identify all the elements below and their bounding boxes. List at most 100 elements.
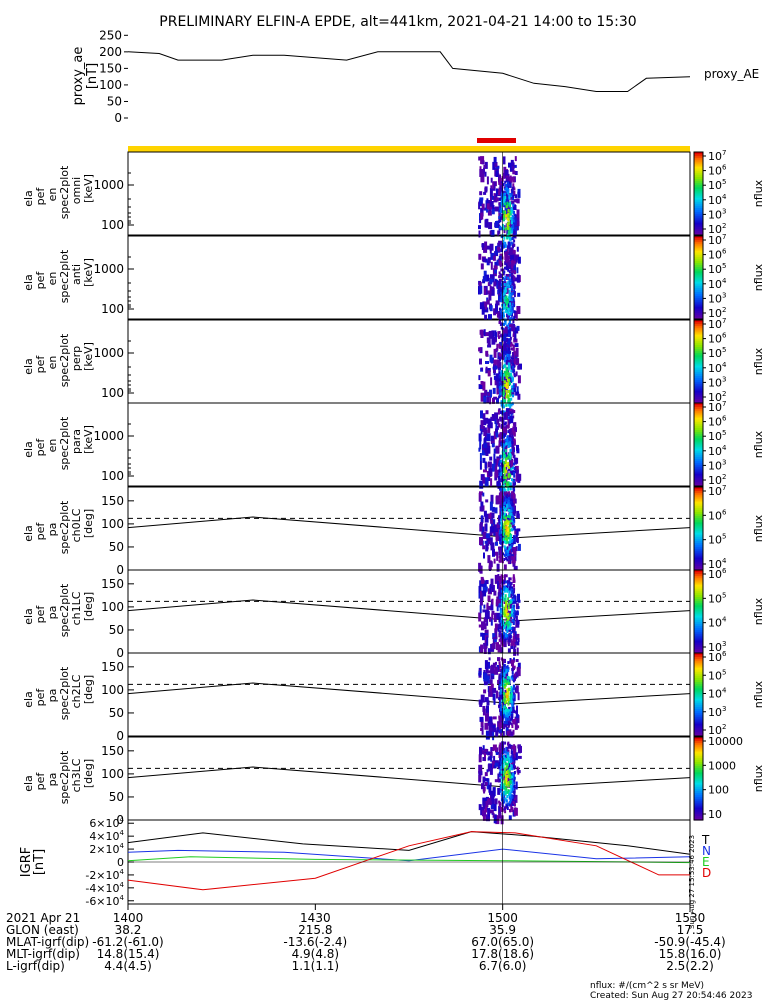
spectrogram-cell <box>490 722 494 728</box>
spectrogram-cell <box>483 673 488 682</box>
spectrogram-cell <box>502 710 505 714</box>
spectrogram-cell <box>501 594 504 598</box>
spectrogram-cell <box>510 764 513 768</box>
spectrogram-cell <box>504 762 507 766</box>
spectrogram-cell <box>481 515 483 525</box>
colorbar-step <box>694 677 703 681</box>
colorbar-step <box>694 607 703 611</box>
spectrogram-cell <box>505 668 508 672</box>
colorbar-step <box>694 265 703 268</box>
spectrogram-cell <box>483 646 487 654</box>
colorbar-step <box>694 467 703 470</box>
spectrogram-cell <box>513 807 518 816</box>
spectrogram-cell <box>507 454 510 458</box>
spectrogram-cell <box>498 580 501 584</box>
spectrogram-cell <box>506 260 509 264</box>
spectrogram-cell <box>498 230 501 234</box>
colorbar-step <box>694 766 703 769</box>
spectrogram-cell <box>509 487 512 491</box>
spectrogram-cell <box>495 432 499 438</box>
panel-ylabel-line: pef <box>34 605 47 624</box>
spectrogram-cell <box>487 541 491 544</box>
colorbar-step <box>694 696 703 700</box>
spectrogram-cell <box>502 270 506 274</box>
colorbar-step <box>694 320 703 323</box>
spectrogram-cell <box>502 346 505 350</box>
spectrogram-cell <box>489 389 492 398</box>
spectrogram-cell <box>482 545 486 550</box>
panel-ylabel-line: ela <box>22 608 35 625</box>
spectrogram-cell <box>501 436 503 440</box>
spectrogram-cell <box>507 774 510 778</box>
spectrogram-cell <box>507 403 510 407</box>
spectrogram-cell <box>504 426 507 430</box>
spectrogram-cell <box>503 512 506 516</box>
panel-igrf: -6×104-4×104-2×10402×1044×1046×104TNEDSu… <box>19 816 711 929</box>
spectrogram-cell <box>502 447 505 451</box>
spectrogram-cell <box>502 592 505 596</box>
spectrogram-cell <box>490 279 494 283</box>
colorbar-step <box>694 400 703 404</box>
colorbar-tick-label: 107 <box>708 400 726 414</box>
colorbar-step <box>694 244 703 247</box>
spectrogram-cell <box>508 465 510 469</box>
spectrogram-cell <box>506 264 509 267</box>
spectrogram-cell <box>509 528 512 532</box>
colorbar-step <box>694 172 703 176</box>
colorbar-step <box>694 300 703 303</box>
spectrogram-cell <box>499 690 502 694</box>
spectrogram-cell <box>505 525 508 529</box>
spectrogram-cell <box>505 507 507 511</box>
spectrogram-cell <box>487 807 491 815</box>
spectrogram-cell <box>511 433 514 438</box>
panel-ylabel-line: pef <box>34 438 47 457</box>
spectrogram-cell <box>513 410 516 413</box>
spectrogram-cell <box>496 418 500 425</box>
spectrogram-cell <box>498 271 501 275</box>
spectrogram-cell <box>507 751 510 755</box>
spectrogram-cell <box>494 162 498 167</box>
spectrogram-cell <box>512 764 515 768</box>
spectrogram-cell <box>503 314 505 318</box>
colorbar-step <box>694 357 703 361</box>
spectrogram-cell <box>512 695 514 699</box>
spectrogram-cell <box>502 470 505 473</box>
spectrogram-cell <box>499 613 502 617</box>
colorbar-step <box>694 258 703 262</box>
spectrogram-cell <box>511 385 514 389</box>
spectrogram-cell <box>496 458 500 466</box>
spectrogram-cell <box>482 814 486 821</box>
spectrogram-cell <box>516 620 520 625</box>
spectrogram-cell <box>508 639 511 643</box>
spectrogram-cell <box>508 373 511 377</box>
spectrogram-cell <box>501 596 503 600</box>
spectrogram-cell <box>504 227 507 231</box>
colorbar-step <box>694 475 703 479</box>
colorbar-step <box>694 214 703 217</box>
spectrogram-cell <box>505 787 508 791</box>
spectrogram-cell <box>494 261 498 266</box>
spectrogram-cell <box>491 208 495 215</box>
panel-ylabel: ela pef en spec2plot perp [keV] <box>22 333 95 387</box>
panel-ylabel: ela pef en spec2plot anti [keV] <box>22 249 95 303</box>
spectrogram-cell <box>507 528 510 532</box>
spectrogram-cell <box>503 780 506 783</box>
colorbar-step <box>694 260 703 264</box>
spectrogram-cell <box>499 478 503 483</box>
spectrogram-cell <box>510 389 515 396</box>
spectrogram-cell <box>512 516 515 520</box>
colorbar-step <box>694 222 703 226</box>
spectrogram-cell <box>509 319 511 323</box>
spectrogram-cell <box>506 349 511 359</box>
spectrogram-cell <box>509 499 512 502</box>
spectrogram-cell <box>500 808 503 812</box>
spectrogram-cell <box>505 289 508 293</box>
colorbar-step <box>694 815 703 819</box>
panel-ylabel-line: pa <box>46 689 59 703</box>
colorbar-step <box>694 489 703 492</box>
spectrogram-cell <box>508 207 512 212</box>
spectrogram-cell <box>499 541 503 545</box>
spectrogram-cell <box>510 255 515 262</box>
